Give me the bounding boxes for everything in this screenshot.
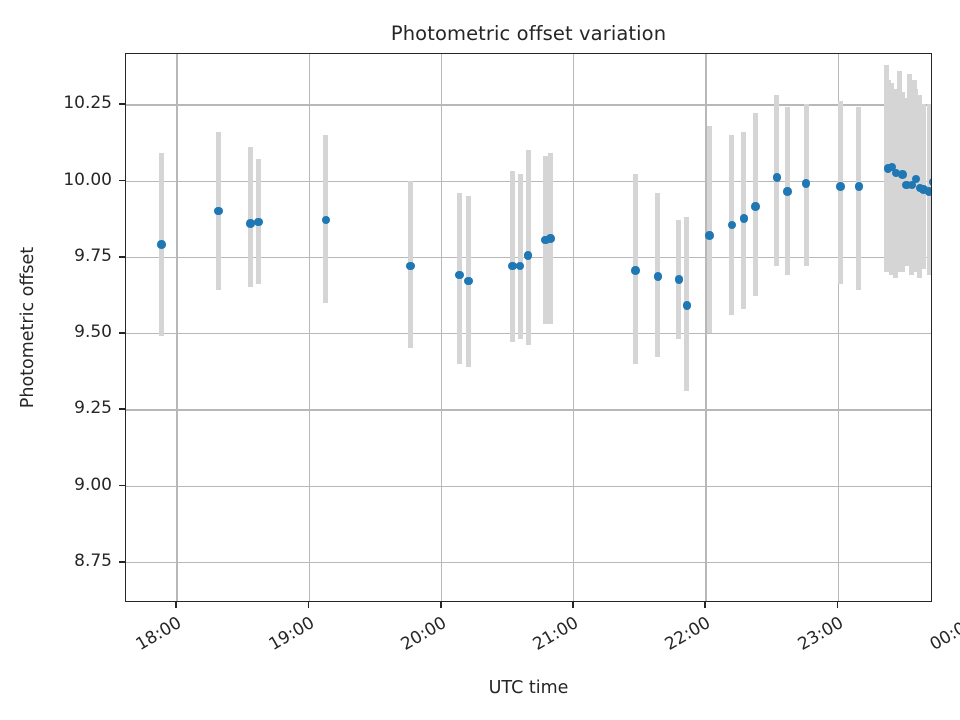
y-axis-tick-label: 9.00 <box>74 474 112 495</box>
data-point-marker <box>653 272 663 281</box>
y-axis-tick-mark <box>119 255 125 258</box>
y-axis-tick-label: 9.25 <box>74 398 112 419</box>
x-axis-tick-mark <box>439 602 442 608</box>
gridline-vertical <box>440 54 443 601</box>
errorbar <box>509 171 515 343</box>
data-point-marker <box>902 180 911 190</box>
errorbar <box>837 101 843 285</box>
data-point-marker <box>631 266 640 275</box>
x-axis-tick-mark <box>836 602 839 608</box>
data-point-marker <box>508 261 517 271</box>
x-axis-tick-label: 20:00 <box>397 613 450 655</box>
errorbar <box>906 73 912 266</box>
data-point-marker <box>854 182 864 191</box>
y-axis-tick-mark <box>119 484 125 487</box>
data-point-marker <box>801 179 811 188</box>
y-axis-tick-label: 10.00 <box>63 169 112 190</box>
data-point-marker <box>523 251 533 260</box>
data-point-marker <box>546 234 555 243</box>
data-point-marker <box>739 214 749 223</box>
data-point-marker <box>157 240 166 249</box>
x-axis-tick-mark <box>572 602 574 608</box>
x-axis-tick-label: 19:00 <box>265 613 318 655</box>
data-point-marker <box>928 177 931 187</box>
data-point-marker <box>772 173 782 182</box>
gridline-vertical <box>308 54 310 601</box>
data-point-marker <box>783 187 792 196</box>
data-point-marker <box>254 217 263 226</box>
data-point-marker <box>464 276 473 286</box>
data-point-marker <box>836 182 845 191</box>
errorbar <box>247 147 253 288</box>
data-point-marker <box>705 231 714 240</box>
y-axis-tick-label: 9.75 <box>74 245 112 266</box>
errorbar <box>893 89 899 279</box>
data-point-marker <box>919 185 928 194</box>
data-point-marker <box>891 168 901 178</box>
x-axis-tick-mark <box>175 602 177 608</box>
data-point-marker <box>321 215 331 225</box>
data-point-marker <box>887 162 897 172</box>
gridline-horizontal <box>126 409 931 411</box>
gridline-horizontal <box>126 104 931 106</box>
x-axis-tick-mark <box>307 602 310 608</box>
errorbar <box>889 82 895 276</box>
errorbar <box>856 107 862 291</box>
x-axis-label: UTC time <box>488 678 569 698</box>
gridline-vertical <box>573 54 575 601</box>
data-point-marker <box>907 180 917 190</box>
gridline-vertical <box>176 54 178 601</box>
y-axis-tick-label: 9.50 <box>74 322 112 343</box>
data-point-marker <box>406 261 415 271</box>
data-point-marker <box>682 301 692 310</box>
y-axis-tick-label: 10.25 <box>63 93 112 114</box>
data-point-marker <box>727 220 737 230</box>
gridline-vertical <box>705 54 707 601</box>
data-point-marker <box>911 174 921 184</box>
data-point-marker <box>455 270 464 280</box>
y-axis-tick-mark <box>119 560 125 563</box>
data-point-marker <box>515 261 525 271</box>
gridline-vertical <box>837 54 840 601</box>
x-axis-tick-label: 23:00 <box>794 613 847 655</box>
errorbar <box>517 174 523 340</box>
data-point-marker <box>214 206 223 216</box>
data-point-marker <box>674 275 684 284</box>
data-point-marker <box>751 202 760 211</box>
plot-area <box>125 53 932 602</box>
x-axis-tick-label: 18:00 <box>132 613 186 655</box>
data-point-marker <box>541 235 550 245</box>
gridline-horizontal <box>126 485 931 487</box>
y-axis-tick-label: 8.75 <box>74 550 112 571</box>
errorbar <box>706 125 712 334</box>
y-axis-tick-mark <box>119 179 125 182</box>
data-point-marker <box>246 219 255 228</box>
errorbar <box>525 150 531 346</box>
x-axis-tick-label: 22:00 <box>662 613 715 655</box>
data-point-marker <box>924 187 931 196</box>
y-axis-tick-labels: 8.75 9.00 9.25 9.50 9.75 10.00 10.25 <box>0 53 112 602</box>
gridline-horizontal <box>126 561 931 564</box>
x-axis-tick-label: 21:00 <box>529 613 583 655</box>
y-axis-tick-mark <box>119 408 125 410</box>
x-axis-tick-mark <box>704 602 707 608</box>
y-axis-tick-mark <box>119 332 125 334</box>
data-point-marker <box>898 170 907 179</box>
y-axis-tick-mark <box>119 103 125 105</box>
x-axis-tick-label: 00:00 <box>926 613 960 655</box>
page-title: Photometric offset variation <box>390 22 667 45</box>
